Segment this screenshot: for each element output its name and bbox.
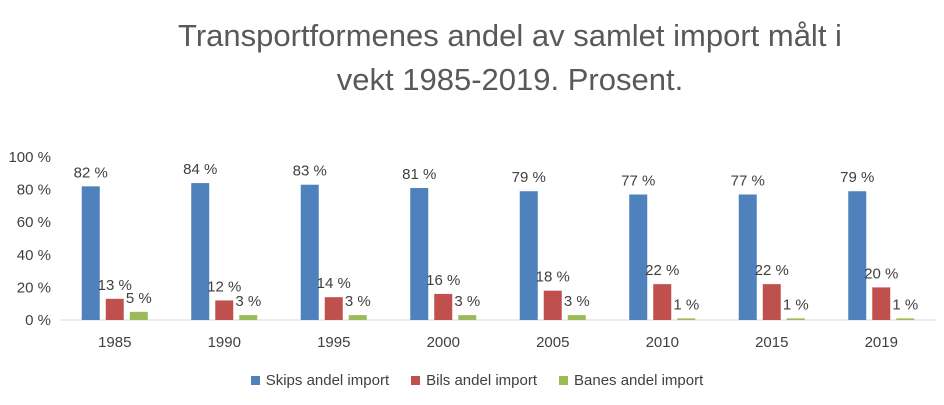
bar-banes-1990 — [239, 315, 258, 320]
bar-skips-1990 — [191, 183, 210, 320]
bar-skips-1995 — [300, 184, 319, 320]
data-label-banes-1985: 5 % — [126, 290, 152, 307]
legend: Skips andel import Bils andel import Ban… — [0, 372, 944, 389]
data-label-bils-2000: 16 % — [426, 272, 460, 289]
chart-title: Transportformenes andel av samlet import… — [0, 14, 944, 102]
bar-bils-1985 — [105, 298, 124, 320]
data-label-skips-2010: 77 % — [621, 172, 655, 189]
y-tick-label: 100 % — [8, 149, 51, 166]
data-label-banes-2015: 1 % — [783, 296, 809, 313]
legend-item-skips: Skips andel import — [250, 372, 390, 389]
bar-skips-2000 — [410, 187, 429, 320]
x-tick-label: 1995 — [317, 334, 350, 351]
legend-item-banes: Banes andel import — [559, 372, 703, 389]
legend-swatch-bils — [411, 376, 421, 385]
x-tick-label: 1985 — [98, 334, 131, 351]
data-label-banes-2000: 3 % — [454, 293, 480, 310]
bar-skips-1985 — [81, 186, 100, 320]
legend-label-bils: Bils andel import — [426, 372, 538, 389]
data-label-skips-1985: 82 % — [74, 164, 108, 181]
data-label-bils-1985: 13 % — [98, 277, 132, 294]
data-label-banes-2010: 1 % — [673, 296, 699, 313]
data-label-banes-1990: 3 % — [235, 293, 261, 310]
data-label-skips-2019: 79 % — [840, 169, 874, 186]
data-label-skips-1995: 83 % — [293, 163, 327, 180]
bar-banes-2010 — [677, 318, 696, 320]
chart-title-line-1: Transportformenes andel av samlet import… — [178, 18, 842, 53]
bar-skips-2005 — [519, 191, 538, 320]
bar-skips-2010 — [629, 194, 648, 320]
bar-bils-2019 — [872, 287, 891, 320]
x-tick-label: 2000 — [427, 334, 460, 351]
data-label-bils-2019: 20 % — [864, 265, 898, 282]
data-label-bils-2010: 22 % — [645, 262, 679, 279]
bar-skips-2015 — [738, 194, 757, 320]
x-tick-label: 2010 — [646, 334, 679, 351]
bar-banes-2005 — [567, 315, 586, 320]
data-label-skips-2005: 79 % — [512, 169, 546, 186]
legend-item-bils: Bils andel import — [411, 372, 537, 389]
y-tick-label: 40 % — [17, 247, 51, 264]
chart-title-line-2: vekt 1985-2019. Prosent. — [336, 62, 684, 97]
y-tick-label: 60 % — [17, 214, 51, 231]
x-tick-label: 1990 — [208, 334, 241, 351]
bar-bils-2010 — [653, 284, 672, 320]
bar-skips-2019 — [848, 191, 867, 320]
bar-bils-2015 — [762, 284, 781, 320]
data-label-skips-1990: 84 % — [183, 161, 217, 178]
bar-banes-1985 — [129, 311, 148, 320]
legend-label-banes: Banes andel import — [574, 372, 704, 389]
legend-swatch-banes — [559, 376, 569, 385]
bar-bils-1990 — [215, 300, 234, 320]
bar-banes-2000 — [458, 315, 477, 320]
bar-bils-2005 — [543, 290, 562, 320]
y-tick-label: 80 % — [17, 182, 51, 199]
x-tick-label: 2019 — [865, 334, 898, 351]
data-label-skips-2000: 81 % — [402, 166, 436, 183]
bar-bils-1995 — [324, 297, 343, 320]
legend-label-skips: Skips andel import — [265, 372, 390, 389]
bar-banes-2015 — [786, 318, 805, 320]
data-label-banes-2005: 3 % — [564, 293, 590, 310]
data-label-skips-2015: 77 % — [731, 172, 765, 189]
bar-bils-2000 — [434, 293, 453, 320]
x-tick-label: 2005 — [536, 334, 569, 351]
bar-banes-2019 — [896, 318, 915, 320]
legend-swatch-skips — [250, 376, 260, 385]
y-tick-label: 0 % — [25, 312, 51, 329]
bar-banes-1995 — [348, 315, 367, 320]
data-label-banes-2019: 1 % — [892, 296, 918, 313]
data-label-bils-2005: 18 % — [536, 269, 570, 286]
data-label-bils-1995: 14 % — [317, 275, 351, 292]
data-label-bils-1990: 12 % — [207, 278, 241, 295]
data-label-bils-2015: 22 % — [755, 262, 789, 279]
x-tick-label: 2015 — [755, 334, 788, 351]
data-label-banes-1995: 3 % — [345, 293, 371, 310]
y-tick-label: 20 % — [17, 279, 51, 296]
